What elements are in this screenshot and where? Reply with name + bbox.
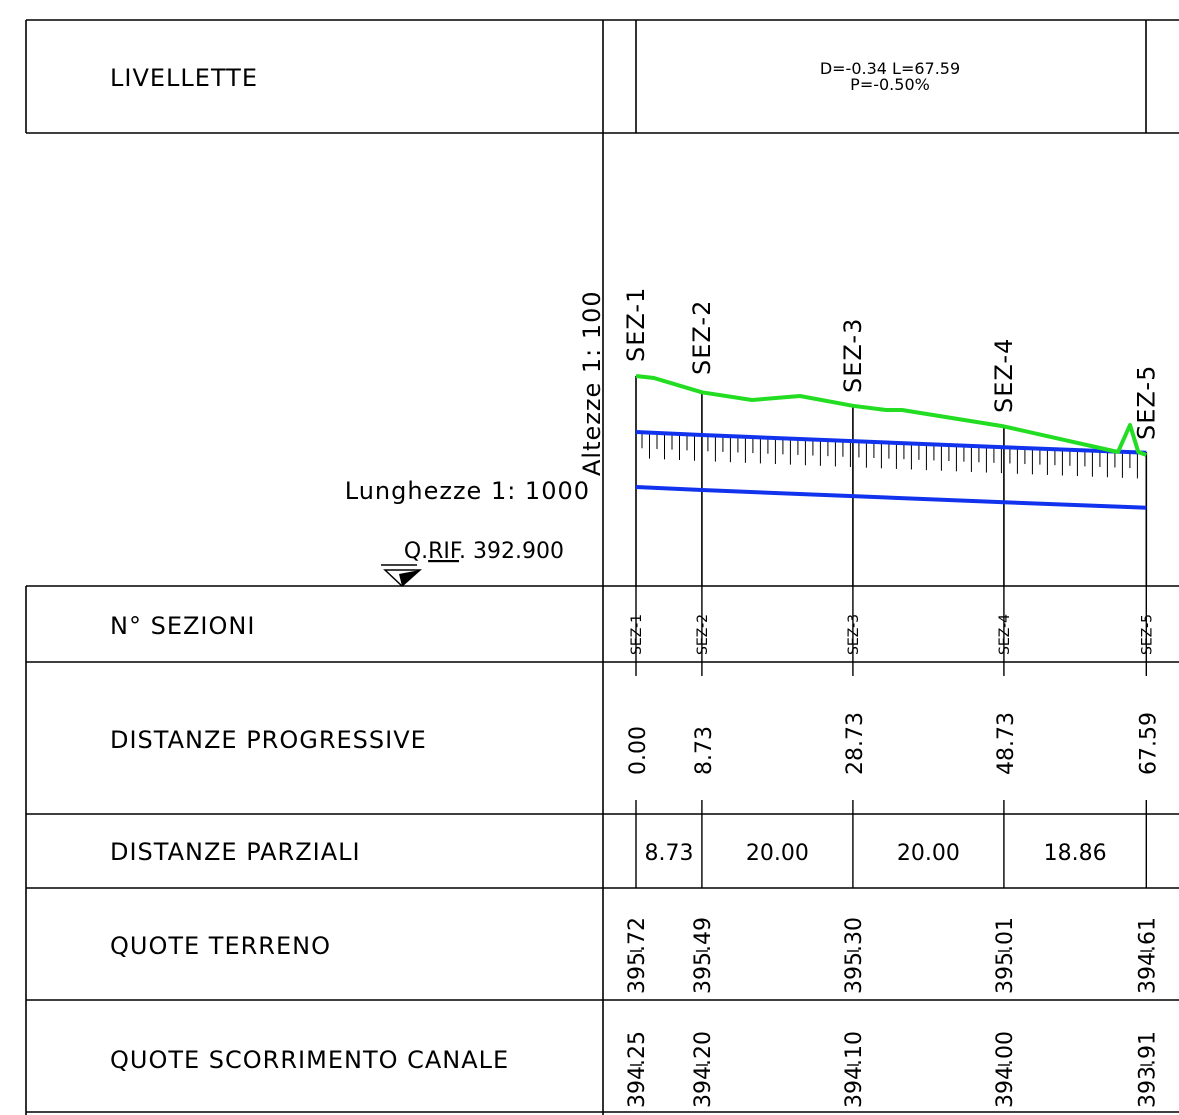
channel-top-line: [635, 430, 1147, 455]
ground-elevation-value: 395.01: [993, 917, 1018, 994]
section-name: SEZ-5: [1139, 614, 1155, 655]
ground-elevation-value: 394.61: [1135, 917, 1160, 994]
distanze-progressive-label: DISTANZE PROGRESSIVE: [110, 726, 427, 754]
profile-section-label: SEZ-2: [688, 300, 716, 375]
progressive-distance-value: 28.73: [843, 712, 868, 775]
partial-distance-value: 18.86: [1044, 841, 1107, 866]
lunghezze-scale-label: Lunghezze 1: 1000: [345, 477, 590, 505]
channel-elevation-value: 394.25: [625, 1031, 650, 1108]
table-frame: [25, 19, 1179, 1115]
section-name: SEZ-1: [629, 614, 645, 655]
altezze-scale-label: Altezze 1: 100: [578, 290, 606, 476]
distanze-parziali-label: DISTANZE PARZIALI: [110, 838, 361, 866]
channel-elevation-value: 394.00: [993, 1031, 1018, 1108]
n-sezioni-label: N° SEZIONI: [110, 612, 255, 640]
progressive-distance-value: 0.00: [626, 726, 651, 775]
quote-terreno-label: QUOTE TERRENO: [110, 932, 331, 960]
profile-section-label: SEZ-1: [622, 287, 650, 362]
partial-distance-value: 8.73: [644, 841, 693, 866]
ground-elevation-value: 395.72: [625, 917, 650, 994]
channel-elevation-value: 394.10: [842, 1031, 867, 1108]
ground-elevation-value: 395.30: [842, 917, 867, 994]
q-rif-label: Q.RIF. 392.900: [404, 539, 564, 564]
progressive-distance-value: 8.73: [692, 726, 717, 775]
partial-distance-value: 20.00: [897, 841, 960, 866]
channel-bottom-line: [635, 485, 1147, 510]
channel-elevation-value: 394.20: [691, 1031, 716, 1108]
profile-section-label: SEZ-4: [990, 338, 1018, 413]
quote-scorrimento-label: QUOTE SCORRIMENTO CANALE: [110, 1046, 509, 1074]
progressive-distance-value: 67.59: [1136, 712, 1161, 775]
section-name: SEZ-4: [997, 614, 1013, 655]
partial-distance-value: 20.00: [746, 841, 809, 866]
table-values: SEZ-1 SEZ-2 SEZ-3 SEZ-4 SEZ-5 0.00 8.73 28.73 48…: [625, 586, 1161, 1108]
livellette-label: LIVELLETTE: [110, 64, 258, 92]
q-rif-marker-icon: [381, 564, 422, 588]
section-name: SEZ-3: [846, 614, 862, 655]
profile-section-label: SEZ-5: [1132, 365, 1160, 440]
livelletta-info-line1: D=-0.34 L=67.59: [820, 59, 960, 78]
ground-profile-line: [635, 374, 1148, 457]
profile-graphics: SEZ-1 SEZ-2 SEZ-3 SEZ-4 SEZ-5: [622, 287, 1160, 586]
livelletta-info-line2: P=-0.50%: [850, 75, 930, 94]
channel-elevation-value: 393.91: [1135, 1031, 1160, 1108]
profile-section-label: SEZ-3: [839, 318, 867, 393]
progressive-distance-value: 48.73: [994, 712, 1019, 775]
section-name: SEZ-2: [695, 614, 711, 655]
ground-elevation-value: 395.49: [691, 917, 716, 994]
